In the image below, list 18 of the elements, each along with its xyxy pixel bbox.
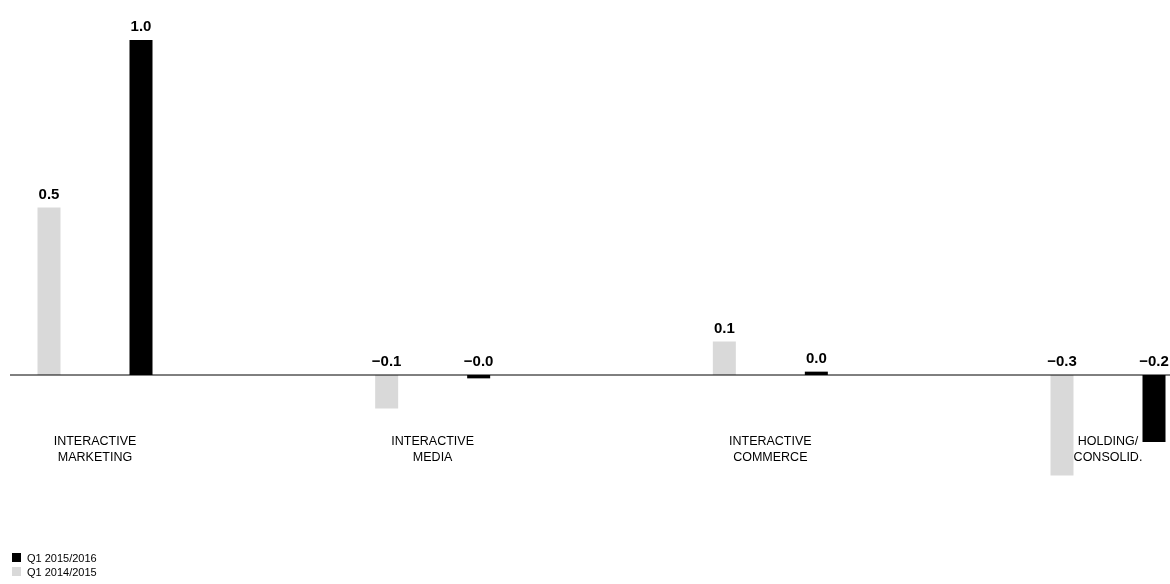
x-tick-label: INTERACTIVE MARKETING	[53, 434, 137, 464]
bar	[712, 341, 736, 375]
x-tick-label: INTERACTIVE COMMERCE	[729, 434, 812, 464]
data-label: 0.5	[38, 184, 60, 202]
bar	[37, 207, 61, 375]
bar	[375, 375, 399, 409]
data-label: 0.1	[713, 318, 735, 336]
x-tick-label: HOLDING/ CONSOLID.	[1073, 434, 1143, 464]
x-tick-label: INTERACTIVE MEDIA	[391, 434, 474, 464]
data-label: −0.3	[1047, 352, 1077, 369]
data-label: −0.0	[463, 352, 494, 369]
data-label: 0.0	[805, 348, 827, 366]
legend-label: Q1 2015/2016	[27, 552, 97, 564]
bar	[1050, 375, 1074, 476]
data-label: −0.1	[371, 352, 402, 369]
data-label: 1.0	[130, 17, 152, 34]
legend-label: Q1 2014/2015	[27, 566, 97, 578]
data-label: −0.2	[1139, 352, 1169, 369]
